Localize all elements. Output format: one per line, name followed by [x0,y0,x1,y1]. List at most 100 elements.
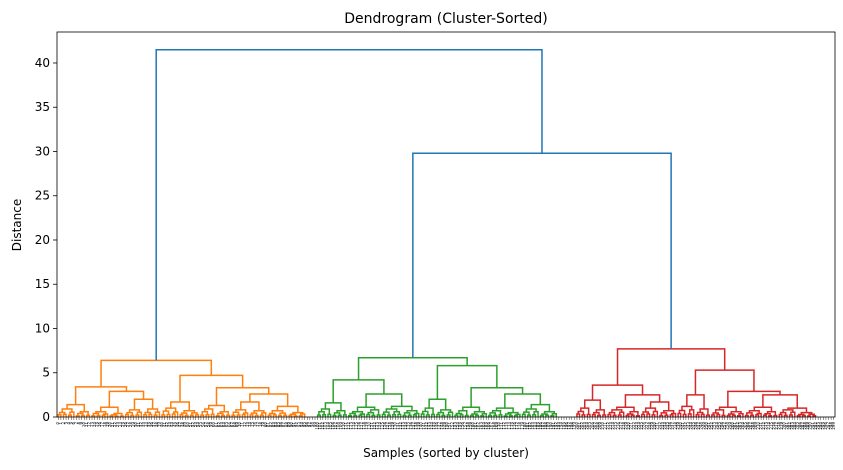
dendrogram-link [746,412,753,416]
dendrogram-link [616,348,726,386]
x-tick-label: 28 [128,422,133,428]
dendrogram-link [75,415,80,417]
dendrogram-link [437,411,445,416]
x-tick-label: 6 [71,422,76,425]
x-tick-label: 118 [362,422,367,430]
x-tick-label: 14 [92,422,97,428]
dendrogram-link [232,411,240,416]
x-tick-label: 238 [673,422,678,430]
x-tick-label: 84 [273,422,278,428]
x-tick-label: 42 [165,422,170,428]
dendrogram-link [250,412,258,416]
x-tick-label: 1 [58,422,63,425]
x-tick-label: 280 [782,422,787,430]
dendrogram-link [727,413,735,416]
dendrogram-link [475,414,480,417]
x-tick-label: 188 [543,422,548,430]
x-tick-label: 234 [662,422,667,430]
dendrogram-link [783,414,788,417]
x-tick-label: 148 [439,422,444,430]
dendrogram-link [359,413,366,417]
x-tick-label: 165 [483,422,488,430]
dendrogram-link-top [155,48,543,361]
x-tick-label: 271 [758,422,763,430]
dendrogram-link [336,410,346,415]
x-tick-label: 155 [458,422,463,430]
x-tick-label: 114 [351,422,356,430]
x-tick-label: 239 [675,422,680,430]
x-tick-label: 16 [97,422,102,428]
dendrogram-link [441,414,446,417]
x-tick-label: 285 [795,422,800,430]
dendrogram-link [778,413,783,417]
x-tick-label: 242 [683,422,688,430]
dendrogram-link [581,414,586,417]
x-tick-label: 129 [390,422,395,430]
dendrogram-link [619,411,625,417]
x-tick-label: 221 [629,422,634,430]
x-tick-label: 147 [437,422,442,430]
dendrogram-link [349,412,356,416]
x-tick-label: 108 [336,422,341,430]
dendrogram-link [189,414,194,417]
x-tick-label: 235 [665,422,670,430]
x-tick-label: 71 [240,422,245,428]
x-tick-label: 224 [637,422,642,430]
x-tick-label: 250 [704,422,709,430]
dendrogram-link [376,414,381,417]
dendrogram-link [397,413,402,417]
x-tick-label: 278 [777,422,782,430]
dendrogram-link [337,414,342,417]
x-tick-label: 23 [115,422,120,428]
dendrogram-link [179,374,244,402]
dendrogram-link [69,411,75,417]
x-tick-label: 101 [318,422,323,430]
x-tick-label: 171 [499,422,504,430]
x-tick-label: 266 [745,422,750,430]
dendrogram-link [749,414,755,417]
x-tick-label: 46 [175,422,180,428]
x-tick-label: 13 [89,422,94,428]
dendrogram-link [180,412,188,416]
x-tick-label: 205 [587,422,592,430]
dendrogram-link [367,411,375,416]
y-tick-label: 10 [35,321,50,335]
dendrogram-link [440,409,452,413]
dendrogram-link [332,379,385,403]
dendrogram-link [612,414,617,417]
x-tick-label: 265 [743,422,748,430]
dendrogram-link [292,411,304,415]
x-tick-label: 63 [219,422,224,428]
dendrogram-link [459,414,464,417]
dendrogram-link [253,410,265,414]
dendrogram-link [412,414,417,417]
dendrogram-link [210,413,215,417]
dendrogram-link [283,414,288,417]
dendrogram-link [114,415,119,417]
x-tick-label: 243 [686,422,691,430]
x-tick-label: 182 [528,422,533,430]
x-tick-label: 132 [398,422,403,430]
dendrogram-link [513,414,519,417]
dendrogram-link [101,414,106,417]
x-tick-label: 203 [582,422,587,430]
dendrogram-link [357,356,468,380]
x-tick-label: 133 [401,422,406,430]
x-tick-label: 145 [432,422,437,430]
x-tick-label: 45 [172,422,177,428]
dendrogram-link [716,413,721,417]
x-tick-label: 56 [201,422,206,428]
x-tick-label: 236 [668,422,673,430]
x-tick-label: 217 [618,422,623,430]
dendrogram-link [550,415,555,417]
x-tick-label: 214 [611,422,616,430]
x-tick-label: 15 [94,422,99,428]
dendrogram-link [682,413,687,417]
x-tick-label: 157 [463,422,468,430]
x-tick-label: 206 [590,422,595,430]
x-tick-label: 175 [509,422,514,430]
x-tick-label: 110 [341,422,346,430]
x-tick-label: 199 [572,422,577,430]
x-tick-label: 72 [242,422,247,428]
x-tick-label: 180 [522,422,527,430]
